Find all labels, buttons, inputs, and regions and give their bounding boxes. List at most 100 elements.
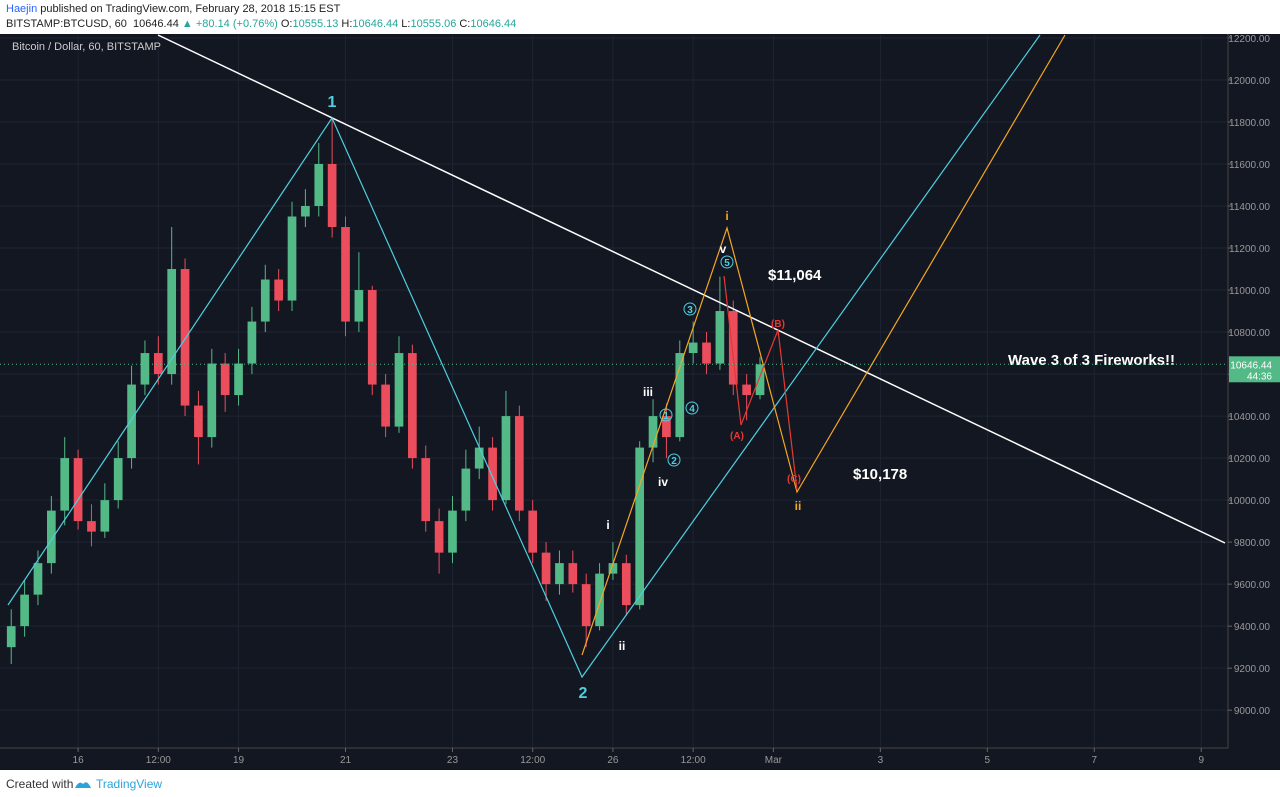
candle-body bbox=[194, 405, 203, 438]
ohlc-value: 10646.44 bbox=[352, 18, 399, 30]
ohlc-label: L: bbox=[401, 18, 411, 30]
candle-body bbox=[581, 584, 591, 627]
annotation: ii bbox=[795, 499, 802, 513]
wave-line bbox=[7, 34, 1041, 679]
candle-body bbox=[621, 563, 631, 606]
chart-title: Bitcoin / Dollar, 60, BITSTAMP bbox=[12, 41, 161, 53]
wave-line bbox=[723, 275, 798, 491]
annotation: $10,178 bbox=[853, 466, 907, 483]
x-tick-label: 5 bbox=[985, 755, 991, 766]
candle-body bbox=[662, 416, 671, 438]
publisher[interactable]: Haejin bbox=[6, 3, 38, 15]
candle-body bbox=[127, 384, 136, 459]
countdown: 44:36 bbox=[1247, 371, 1272, 382]
annotation: Wave 3 of 3 Fireworks!! bbox=[1008, 352, 1175, 369]
x-tick-label: 23 bbox=[447, 755, 459, 766]
created-with: Created with bbox=[6, 777, 74, 791]
annotation: (A) bbox=[730, 431, 744, 442]
candle-body bbox=[113, 458, 123, 501]
y-tick-label: 12000.00 bbox=[1228, 76, 1270, 87]
candle-body bbox=[474, 447, 484, 469]
candle-body bbox=[207, 363, 217, 438]
annotation: $11,064 bbox=[768, 267, 822, 284]
annotation: 2 bbox=[579, 685, 588, 702]
candle-body bbox=[301, 206, 310, 217]
candle-body bbox=[33, 563, 43, 595]
y-tick-label: 9400.00 bbox=[1234, 622, 1271, 633]
candles bbox=[6, 117, 765, 664]
grid bbox=[0, 35, 1228, 748]
candle-body bbox=[408, 353, 417, 459]
price-box bbox=[1229, 356, 1280, 383]
candle-body bbox=[568, 563, 578, 585]
x-tick-label: 9 bbox=[1198, 755, 1204, 766]
y-tick-label: 11400.00 bbox=[1229, 202, 1270, 213]
y-tick-label: 9800.00 bbox=[1234, 538, 1271, 549]
candle-body bbox=[153, 353, 163, 375]
y-tick-label: 9200.00 bbox=[1234, 664, 1271, 675]
candle-body bbox=[595, 573, 604, 627]
candle-body bbox=[234, 363, 243, 396]
brand[interactable]: TradingView bbox=[96, 777, 163, 791]
candle-body bbox=[448, 510, 457, 553]
ohlc: O:10555.13 H:10646.44 L:10555.06 C:10646.44 bbox=[281, 18, 519, 30]
y-tick-label: 9600.00 bbox=[1234, 580, 1271, 591]
candle-body bbox=[140, 353, 150, 385]
background bbox=[0, 34, 1280, 770]
y-tick-label: 11200.00 bbox=[1229, 244, 1270, 255]
candle-body bbox=[354, 290, 364, 322]
y-tick-label: 11600.00 bbox=[1229, 160, 1270, 171]
candle-body bbox=[608, 563, 618, 574]
ohlc-value: 10555.13 bbox=[292, 18, 339, 30]
candle-body bbox=[381, 384, 390, 427]
annotation: 5 bbox=[724, 258, 730, 269]
x-tick-label: 19 bbox=[233, 755, 245, 766]
change: ▲ +80.14 (+0.76%) bbox=[181, 18, 278, 30]
candle-body bbox=[73, 458, 83, 522]
ohlc-label: C: bbox=[459, 18, 471, 30]
candle-body bbox=[87, 521, 96, 532]
candle-body bbox=[46, 510, 56, 564]
last: 10646.44 bbox=[132, 18, 179, 30]
candle-body bbox=[220, 363, 230, 396]
candle-body bbox=[715, 311, 725, 364]
trend-line bbox=[157, 34, 1226, 544]
candle-body bbox=[755, 364, 765, 396]
candle-body bbox=[274, 279, 283, 301]
candle-body bbox=[367, 290, 377, 385]
ohlc-label: H: bbox=[341, 18, 353, 30]
published: published on TradingView.com, February 2… bbox=[40, 3, 341, 15]
x-tick-label: 12:00 bbox=[146, 755, 171, 766]
x-tick-label: 7 bbox=[1092, 755, 1098, 766]
wave-circle bbox=[667, 453, 681, 467]
footer: Created with TradingView bbox=[0, 770, 1280, 797]
candle-body bbox=[541, 552, 551, 585]
candle-body bbox=[501, 416, 511, 501]
annotation: v bbox=[720, 242, 727, 256]
candle-body bbox=[688, 342, 698, 354]
axes: 9000.00 9200.00 9400.00 9600.00 9800.00 10000… bbox=[0, 34, 1280, 766]
x-tick-label: 12:00 bbox=[520, 755, 545, 766]
x-tick-label: 12:00 bbox=[681, 755, 706, 766]
y-tick-label: 12200.00 bbox=[1228, 34, 1270, 45]
x-tick-label: 16 bbox=[73, 755, 85, 766]
publish-line: Haejin published on TradingView.com, Feb… bbox=[6, 2, 1274, 17]
candle-body bbox=[728, 311, 738, 385]
annotation: iii bbox=[643, 385, 653, 399]
candle-body bbox=[702, 342, 711, 364]
candle-body bbox=[247, 321, 257, 364]
candle-body bbox=[488, 447, 497, 501]
annotations: 12iiiiiiiiiivv12345(A)(B)(C)$11,064$10,1… bbox=[328, 94, 1175, 702]
price-label: 10646.44 bbox=[1230, 360, 1272, 371]
annotation: 2 bbox=[671, 456, 677, 467]
annotation: 3 bbox=[687, 305, 693, 316]
x-tick-label: 3 bbox=[878, 755, 884, 766]
chart: 12iiiiiiiiiivv12345(A)(B)(C)$11,064$10,1… bbox=[0, 34, 1280, 770]
candle-body bbox=[20, 594, 29, 627]
candle-body bbox=[434, 521, 444, 553]
candle-body bbox=[514, 416, 524, 511]
candle-body bbox=[287, 216, 297, 301]
candle-body bbox=[180, 269, 190, 406]
candle-body bbox=[421, 458, 431, 522]
